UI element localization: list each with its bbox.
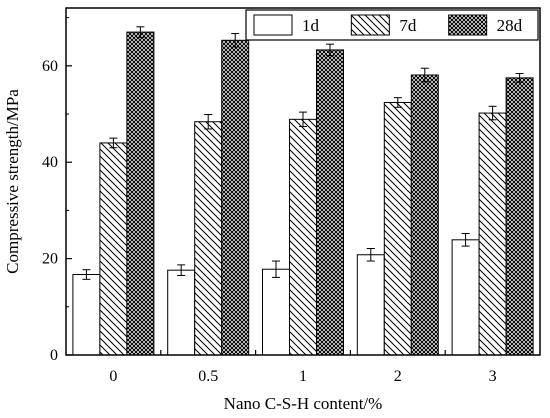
bar-28d-1 — [316, 49, 344, 356]
y-tick-label: 0 — [50, 347, 58, 364]
error-bar-1d-2 — [366, 247, 375, 262]
error-bar-1d-1 — [272, 260, 280, 278]
legend-swatch — [350, 14, 390, 36]
error-bar-28d-2 — [420, 67, 429, 83]
error-bar-1d-0 — [82, 269, 91, 280]
y-tick-label: 20 — [42, 251, 58, 268]
error-bar-1d-3 — [461, 233, 470, 247]
error-bar-28d-1 — [326, 43, 334, 57]
y-tick-label: 40 — [42, 154, 58, 171]
bar-1d-2 — [356, 254, 385, 356]
bars-layer — [72, 31, 534, 356]
bar-28d-3 — [505, 77, 534, 356]
error-bar-7d-1 — [299, 111, 307, 128]
x-tick-label: 1 — [299, 368, 307, 385]
x-tick-label: 0 — [109, 368, 117, 385]
x-axis-title: Nano C-S-H content/% — [224, 394, 383, 413]
bar-7d-3 — [478, 112, 507, 356]
legend-label: 28d — [497, 16, 523, 35]
error-bar-28d-3 — [515, 73, 524, 83]
bar-1d-3 — [451, 239, 480, 356]
bar-7d-1 — [289, 118, 317, 356]
legend-label: 1d — [302, 16, 320, 35]
bar-7d-2 — [383, 101, 412, 356]
error-bar-28d-0 — [136, 26, 145, 38]
y-tick-label: 60 — [42, 58, 58, 75]
bar-28d-2 — [410, 74, 439, 356]
bar-7d-0.5 — [194, 121, 223, 356]
error-bar-1d-0.5 — [177, 264, 186, 276]
legend-item-7d: 7d — [350, 14, 417, 36]
legend-swatch — [253, 14, 293, 36]
legend: 1d 7d 28d — [245, 9, 539, 41]
error-bars-layer — [82, 26, 524, 280]
bar-1d-0.5 — [167, 269, 196, 356]
x-axis-ticks: 0 0.5 1 2 3 — [109, 350, 497, 385]
legend-box — [245, 9, 539, 41]
x-tick-label: 0.5 — [198, 368, 218, 385]
bar-7d-0 — [99, 142, 128, 356]
bar-1d-1 — [262, 268, 290, 356]
y-axis-ticks: 0 20 40 60 — [42, 17, 72, 364]
x-tick-label: 3 — [489, 368, 497, 385]
bar-28d-0 — [126, 31, 155, 356]
legend-item-1d: 1d — [253, 14, 320, 36]
error-bar-7d-0.5 — [204, 114, 213, 130]
plot-area — [65, 7, 541, 356]
x-tick-label: 2 — [394, 368, 402, 385]
y-axis-title: Compressive strength/MPa — [3, 89, 22, 274]
error-bar-7d-2 — [393, 97, 402, 108]
error-bar-28d-0.5 — [231, 33, 240, 48]
error-bar-7d-0 — [109, 137, 118, 149]
bar-28d-0.5 — [221, 39, 250, 356]
legend-swatch — [448, 14, 488, 36]
error-bar-7d-3 — [488, 105, 497, 121]
legend-label: 7d — [399, 16, 417, 35]
legend-item-28d: 28d — [448, 14, 523, 36]
bar-1d-0 — [72, 274, 101, 356]
